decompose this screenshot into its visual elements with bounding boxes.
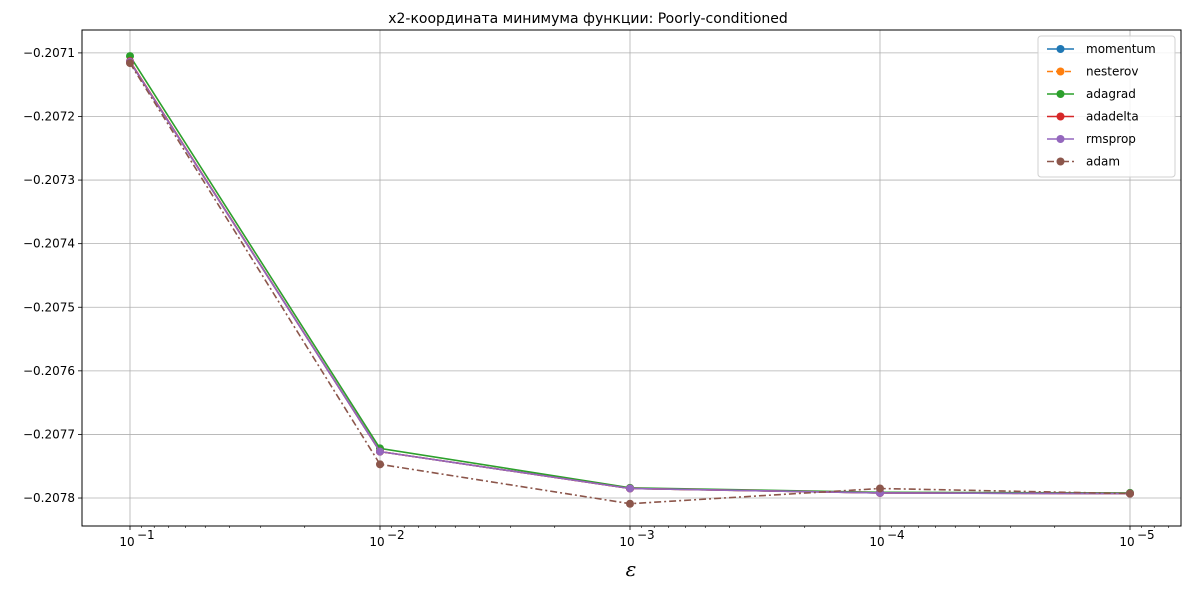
x-tick-label: 10 <box>119 535 134 549</box>
x-axis-label: ε <box>626 557 637 581</box>
x-tick-label: 10 <box>619 535 634 549</box>
x-tick-exponent: −5 <box>1137 528 1155 542</box>
legend-marker-momentum <box>1056 45 1065 53</box>
y-tick-label: −0.2075 <box>23 300 75 314</box>
legend-label-nesterov: nesterov <box>1086 65 1138 79</box>
legend: momentum nesterov adagrad adadelta rmsprop ad… <box>1037 35 1176 178</box>
data-point-adam <box>126 59 134 68</box>
data-point-adam <box>876 484 884 493</box>
legend-label-adagrad: adagrad <box>1086 87 1136 101</box>
y-tick-label: −0.2071 <box>23 46 75 60</box>
plot-frame <box>81 29 1182 527</box>
x-tick-label: 10 <box>1119 535 1134 549</box>
chart-title: x2-координата минимума функции: Poorly-c… <box>388 11 788 27</box>
legend-label-adam: adam <box>1086 155 1120 169</box>
data-point-rmsprop <box>626 484 634 493</box>
y-axis: −0.2071 −0.2072 −0.2073 −0.2074 −0.2075 −0.20… <box>23 46 82 505</box>
x-tick-exponent: −1 <box>137 528 155 542</box>
legend-marker-adadelta <box>1056 112 1065 121</box>
legend-marker-adagrad <box>1056 90 1065 98</box>
data-point-adam <box>376 460 384 469</box>
data-point-adam <box>626 499 634 508</box>
grid <box>82 30 1181 526</box>
x-tick-label: 10 <box>869 535 884 549</box>
y-tick-label: −0.2077 <box>23 427 75 441</box>
x-tick-exponent: −3 <box>637 528 655 542</box>
y-tick-label: −0.2072 <box>23 109 75 123</box>
legend-label-momentum: momentum <box>1086 42 1156 56</box>
y-tick-label: −0.2074 <box>23 237 75 251</box>
y-tick-label: −0.2078 <box>23 491 75 505</box>
x-axis: 10 −1 10 −2 10 −3 10 −4 10 −5 <box>119 526 1170 549</box>
data-point-rmsprop <box>376 447 384 456</box>
legend-marker-rmsprop <box>1056 135 1065 143</box>
y-tick-label: −0.2076 <box>23 364 75 378</box>
legend-box <box>1037 35 1176 178</box>
x-tick-exponent: −4 <box>887 528 905 542</box>
series-group <box>126 52 1134 508</box>
legend-label-rmsprop: rmsprop <box>1086 132 1136 146</box>
x-tick-label: 10 <box>369 535 384 549</box>
legend-marker-adam <box>1056 157 1065 166</box>
y-tick-label: −0.2073 <box>23 173 75 187</box>
data-point-adam <box>1126 489 1134 498</box>
x-tick-exponent: −2 <box>387 528 405 542</box>
legend-label-adadelta: adadelta <box>1086 110 1139 124</box>
legend-marker-nesterov <box>1056 67 1065 76</box>
